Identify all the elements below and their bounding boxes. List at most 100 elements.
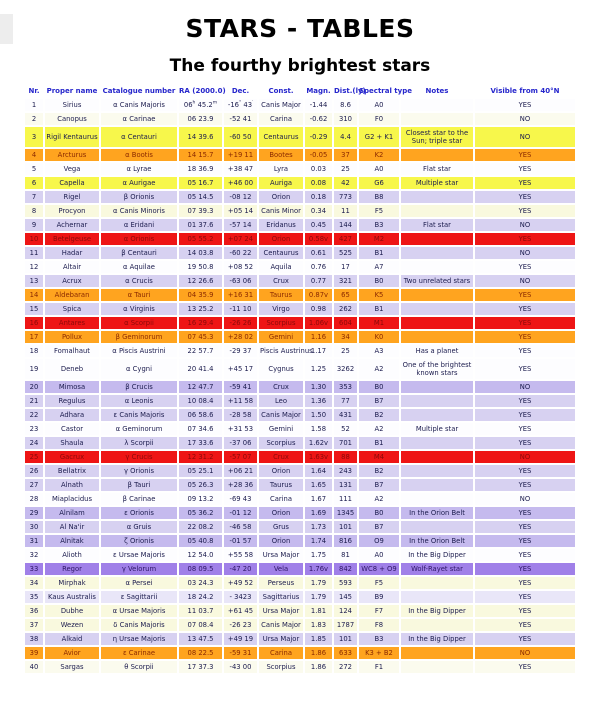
cell-dec: +31 53 [224, 423, 257, 435]
cell-notes: In the Big Dipper [401, 633, 473, 645]
cell-visible: YES [475, 163, 575, 175]
cell-spectral-type: WC8 + O9 [359, 563, 399, 575]
cell-visible: YES [475, 535, 575, 547]
cell-dec: -26 26 [224, 317, 257, 329]
cell-magnitude: 1.17 [305, 345, 332, 357]
table-row: 18 Fomalhaut α Piscis Austrini 22 57.7 -29 3… [25, 345, 575, 357]
cell-spectral-type: B1 [359, 247, 399, 259]
cell-distance: 81 [334, 549, 357, 561]
table-row: 20 Mimosa β Crucis 12 47.7 -59 41 Crux 1.30 353… [25, 381, 575, 393]
cell-proper-name: Gacrux [45, 451, 99, 463]
cell-visible: YES [475, 99, 575, 111]
table-row: 40 Sargas θ Scorpii 17 37.3 -43 00 Scorpius 1.… [25, 661, 575, 673]
cell-distance: 4.4 [334, 127, 357, 147]
cell-visible: NO [475, 247, 575, 259]
cell-distance: 42 [334, 177, 357, 189]
cell-notes [401, 661, 473, 673]
table-row: 39 Avior ε Carinae 08 22.5 -59 31 Carina 1.86 6… [25, 647, 575, 659]
cell-ra: 06 58.6 [179, 409, 222, 421]
cell-visible: YES [475, 465, 575, 477]
cell-nr: 32 [25, 549, 43, 561]
cell-proper-name: Acrux [45, 275, 99, 287]
cell-ra: 16 29.4 [179, 317, 222, 329]
cell-proper-name: Deneb [45, 359, 99, 379]
cell-catalogue-number: α Gruis [101, 521, 177, 533]
cell-constellation: Virgo [259, 303, 303, 315]
cell-visible: YES [475, 149, 575, 161]
cell-catalogue-number: γ Orionis [101, 465, 177, 477]
cell-ra: 05 40.8 [179, 535, 222, 547]
cell-ra: 05 26.3 [179, 479, 222, 491]
cell-spectral-type: B0 [359, 275, 399, 287]
cell-spectral-type: B8 [359, 191, 399, 203]
cell-catalogue-number: α Scorpii [101, 317, 177, 329]
cell-constellation: Scorpius [259, 317, 303, 329]
cell-distance: 34 [334, 331, 357, 343]
cell-spectral-type: A3 [359, 345, 399, 357]
cell-distance: 52 [334, 423, 357, 435]
table-row: 19 Deneb α Cygni 20 41.4 +45 17 Cygnus 1.25 326… [25, 359, 575, 379]
table-row: 34 Mirphak α Persei 03 24.3 +49 52 Perseus 1.7… [25, 577, 575, 589]
cell-notes: In the Big Dipper [401, 605, 473, 617]
cell-ra: 12 31.2 [179, 451, 222, 463]
cell-distance: 427 [334, 233, 357, 245]
cell-notes: Multiple star [401, 177, 473, 189]
cell-dec: -28 58 [224, 409, 257, 421]
cell-notes [401, 647, 473, 659]
table-row: 38 Alkaid η Ursae Majoris 13 47.5 +49 19 Ursa… [25, 633, 575, 645]
cell-catalogue-number: β Tauri [101, 479, 177, 491]
cell-distance: 816 [334, 535, 357, 547]
cell-constellation: Crux [259, 275, 303, 287]
cell-distance: 145 [334, 591, 357, 603]
cell-ra: 14 39.6 [179, 127, 222, 147]
cell-ra: 20 41.4 [179, 359, 222, 379]
cell-notes [401, 521, 473, 533]
cell-magnitude: 1.76v [305, 563, 332, 575]
cell-constellation: Aquila [259, 261, 303, 273]
cell-dec: - 3423 [224, 591, 257, 603]
cell-notes: Wolf-Rayet star [401, 563, 473, 575]
table-row: 30 Al Na'ir α Gruis 22 08.2 -46 58 Grus 1.73 10… [25, 521, 575, 533]
cell-nr: 11 [25, 247, 43, 259]
table-row: 23 Castor α Geminorum 07 34.6 +31 53 Gemini 1.… [25, 423, 575, 435]
cell-visible: NO [475, 451, 575, 463]
cell-constellation: Crux [259, 451, 303, 463]
cell-dec: -59 31 [224, 647, 257, 659]
cell-magnitude: 0.87v [305, 289, 332, 301]
cell-visible: YES [475, 563, 575, 575]
cell-magnitude: 1.79 [305, 577, 332, 589]
column-header-3: RA (2000.0) [179, 87, 226, 95]
cell-proper-name: Altair [45, 261, 99, 273]
cell-notes: In the Orion Belt [401, 535, 473, 547]
cell-magnitude: -0.05 [305, 149, 332, 161]
cell-spectral-type: A0 [359, 99, 399, 111]
table-row: 35 Kaus Australis ε Sagittarii 18 24.2- 342… [25, 591, 575, 603]
cell-ra: 10 08.4 [179, 395, 222, 407]
cell-nr: 15 [25, 303, 43, 315]
cell-distance: 8.6 [334, 99, 357, 111]
cell-spectral-type: B7 [359, 395, 399, 407]
table-row: 24 Shaula λ Scorpii 17 33.6 -37 06 Scorpius 1.… [25, 437, 575, 449]
cell-notes [401, 409, 473, 421]
cell-nr: 2 [25, 113, 43, 125]
cell-dec: +16 31 [224, 289, 257, 301]
cell-catalogue-number: α Aquilae [101, 261, 177, 273]
cell-visible: YES [475, 521, 575, 533]
cell-catalogue-number: β Centauri [101, 247, 177, 259]
cell-nr: 5 [25, 163, 43, 175]
table-row: 22 Adhara ε Canis Majoris 06 58.6 -28 58 Cani… [25, 409, 575, 421]
cell-catalogue-number: α Ursae Majoris [101, 605, 177, 617]
cell-magnitude: 1.36 [305, 395, 332, 407]
cell-magnitude: 1.65 [305, 479, 332, 491]
table-row: 4 Arcturus α Bootis 14 15.7 +19 11 Bootes -0.0… [25, 149, 575, 161]
cell-distance: 321 [334, 275, 357, 287]
cell-magnitude: 1.86 [305, 661, 332, 673]
cell-distance: 111 [334, 493, 357, 505]
cell-visible: YES [475, 233, 575, 245]
table-row: 36 Dubhe α Ursae Majoris 11 03.7 +61 45 Ursa … [25, 605, 575, 617]
cell-magnitude: 1.64 [305, 465, 332, 477]
cell-catalogue-number: β Orionis [101, 191, 177, 203]
cell-proper-name: Alnath [45, 479, 99, 491]
cell-notes [401, 317, 473, 329]
cell-spectral-type: F1 [359, 661, 399, 673]
